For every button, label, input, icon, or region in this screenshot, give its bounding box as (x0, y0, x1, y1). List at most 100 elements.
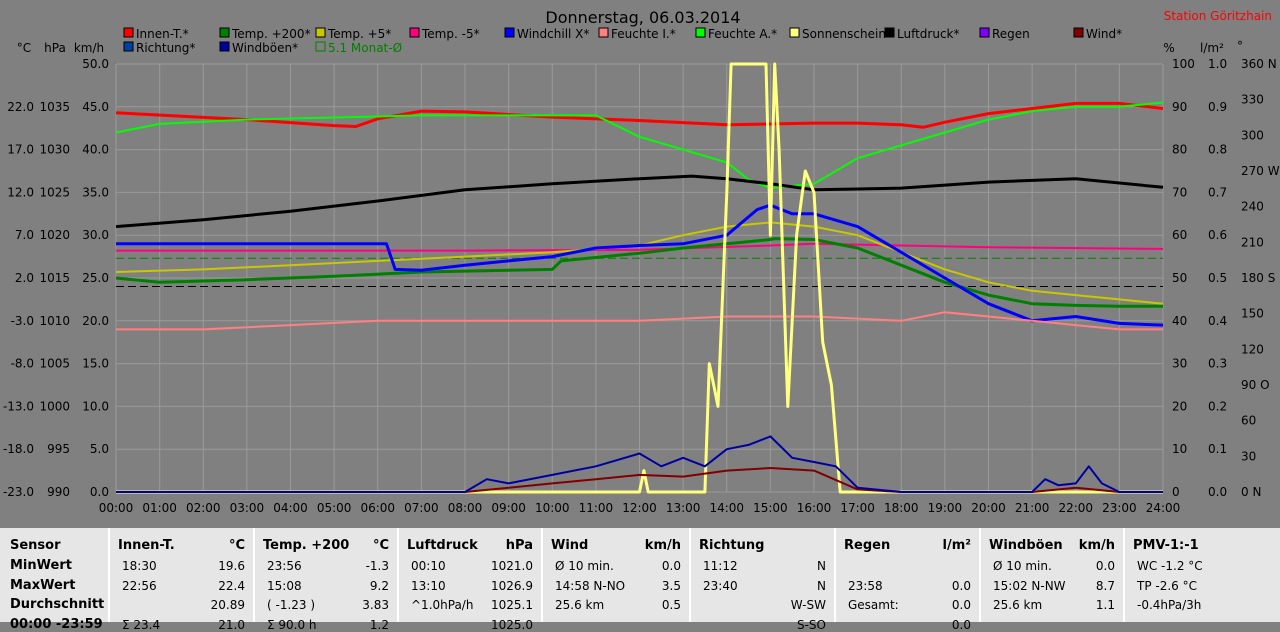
wind-axis-label: km/h (74, 41, 104, 55)
stat-label: WC -1.2 °C (1137, 559, 1203, 573)
stat-value: 0.0 (1095, 559, 1115, 573)
direction-tick-label: 0 N (1241, 485, 1261, 499)
x-tick-label: 14:00 (709, 501, 744, 515)
rain-tick-label: 0.7 (1208, 185, 1227, 199)
humidity-tick-label: 30 (1172, 357, 1187, 371)
stat-label: -0.4hPa/3h (1137, 598, 1202, 612)
temp-tick-label: -8.0 (11, 357, 34, 371)
direction-tick-label: 90 O (1241, 378, 1270, 392)
wind-tick-label: 40.0 (82, 143, 109, 157)
stat-column: Luftdruck hPa 00:10 1021.0 13:10 1026.9 ^1.0hP… (397, 528, 541, 632)
wind-tick-label: 30.0 (82, 228, 109, 242)
statistics-table: Sensor MinWert MaxWert Durchschnitt 00:00 -2… (0, 528, 1280, 632)
wind-tick-label: 0.0 (90, 485, 109, 499)
wind-tick-label: 15.0 (82, 357, 109, 371)
x-tick-label: 06:00 (360, 501, 395, 515)
column-unit: °C (228, 538, 245, 553)
grid (115, 63, 1164, 493)
wind-tick-label: 45.0 (82, 100, 109, 114)
humidity-tick-label: 80 (1172, 143, 1187, 157)
legend-label: Wind* (1086, 27, 1122, 41)
humidity-tick-label: 100 (1172, 57, 1195, 71)
stat-value: 0.0 (661, 559, 681, 573)
legend-label: Temp. -5* (421, 27, 480, 41)
legend-swatch (598, 27, 609, 38)
stat-label: 15:08 (267, 579, 302, 593)
temp-tick-label: 22.0 (7, 100, 34, 114)
stat-label: Ø 10 min. (993, 559, 1052, 573)
rain-tick-label: 0.4 (1208, 314, 1227, 328)
humidity-tick-label: 10 (1172, 442, 1187, 456)
stat-value: 22.4 (218, 579, 245, 593)
stat-value: -1.3 (365, 559, 389, 573)
stat-value: 0.5 (661, 598, 681, 612)
legend-swatch (315, 27, 326, 38)
column-title: Regen (844, 538, 891, 553)
pressure-tick-label: 1025 (39, 185, 70, 199)
rain-tick-label: 0.9 (1208, 100, 1227, 114)
column-title: PMV-1:-1 (1133, 538, 1199, 553)
legend-swatch (504, 27, 515, 38)
stat-label: 14:58 N-NO (555, 579, 626, 593)
row-label: 00:00 -23:59 (10, 617, 103, 632)
stat-value: N (817, 579, 826, 593)
x-tick-label: 00:00 (99, 501, 134, 515)
column-title: Temp. +200 (263, 538, 350, 553)
stat-value: 9.2 (369, 579, 389, 593)
stat-value: N (817, 559, 826, 573)
temp-tick-label: 7.0 (15, 228, 34, 242)
x-tick-label: 12:00 (622, 501, 657, 515)
legend-swatch (123, 27, 134, 38)
legend-label: Feuchte A.* (708, 27, 777, 41)
x-tick-label: 10:00 (535, 501, 570, 515)
x-tick-label: 23:00 (1102, 501, 1137, 515)
series-line (116, 467, 1163, 493)
stat-label: 13:10 (411, 579, 446, 593)
series-layer (115, 62, 1164, 494)
stat-label: 23:40 (703, 579, 738, 593)
legend-swatch (219, 27, 230, 38)
stat-value: 1025.1 (491, 598, 533, 612)
stat-label: 22:56 (122, 579, 157, 593)
stat-label: 11:12 (703, 559, 738, 573)
humidity-tick-label: 50 (1172, 271, 1187, 285)
stat-value: 3.5 (661, 579, 681, 593)
series-line (116, 203, 1164, 327)
direction-tick-label: 180 S (1241, 271, 1275, 285)
stat-column: Richtung 11:12 N 23:40 N W-SW S-SO (689, 528, 834, 632)
x-tick-label: 02:00 (186, 501, 221, 515)
column-title: Luftdruck (407, 538, 478, 553)
stat-label: 00:10 (411, 559, 446, 573)
temp-axis-label: °C (17, 41, 31, 55)
stat-column: Windböen km/h Ø 10 min. 0.0 15:02 N-NW 8.7 25.… (979, 528, 1123, 622)
rain-tick-label: 1.0 (1208, 57, 1227, 71)
stat-value: 21.0 (218, 618, 245, 632)
direction-tick-label: 360 N (1241, 57, 1277, 71)
direction-axis-label: ° (1237, 39, 1243, 53)
stat-value: 0.0 (951, 579, 971, 593)
stat-column: PMV-1:-1 WC -1.2 °C TP -2.6 °C -0.4hPa/3h (1123, 528, 1280, 622)
legend-label: Sonnenschein (802, 27, 886, 41)
humidity-axis-label: % (1163, 41, 1174, 55)
row-label: Durchschnitt (10, 597, 105, 612)
rain-tick-label: 0.8 (1208, 143, 1227, 157)
legend-label: Innen-T.* (136, 27, 189, 41)
x-tick-label: 01:00 (142, 501, 177, 515)
legend-swatch (789, 27, 800, 38)
x-tick-label: 17:00 (840, 501, 875, 515)
stat-label: 25.6 km (555, 598, 605, 612)
wind-tick-label: 10.0 (82, 399, 109, 413)
stat-value: 0.0 (951, 618, 971, 632)
pressure-tick-label: 1005 (39, 357, 70, 371)
temp-tick-label: -18.0 (3, 442, 34, 456)
x-axis-ticks: 00:00 01:00 02:00 03:00 04:00 05:00 06:00 07:00… (99, 501, 1181, 515)
humidity-tick-label: 60 (1172, 228, 1187, 242)
legend-swatch (123, 41, 134, 52)
row-label: MaxWert (10, 578, 76, 593)
column-unit: l/m² (942, 538, 971, 553)
legend-swatch (315, 41, 326, 52)
direction-tick-label: 330 (1241, 93, 1264, 107)
stat-value: 1025.0 (491, 618, 533, 632)
stat-label: 15:02 N-NW (993, 579, 1066, 593)
stat-value: 1021.0 (491, 559, 533, 573)
